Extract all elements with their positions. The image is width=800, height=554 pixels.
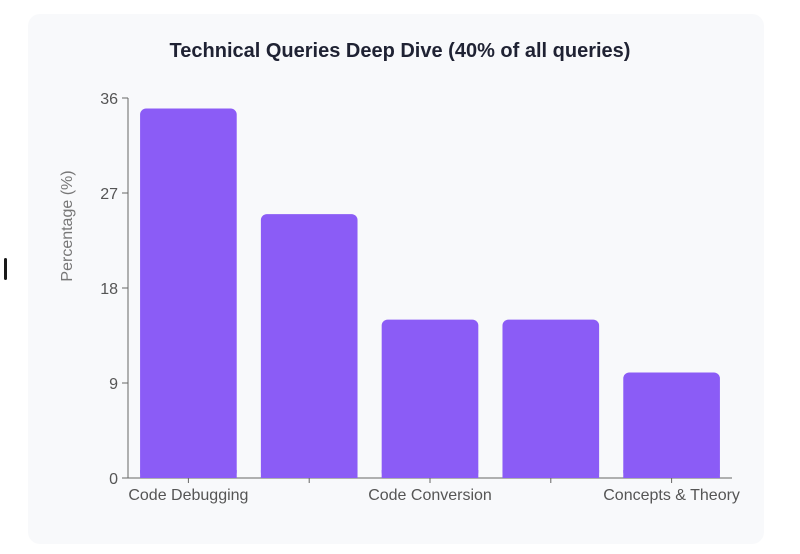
bar [140,108,237,479]
x-tick-label: Code Conversion [368,487,492,504]
bar [260,214,358,478]
y-tick-label: 36 [100,91,118,108]
y-axis-label: Percentage (%) [59,170,76,281]
bar [502,319,600,478]
bar [381,319,479,478]
bar-base [502,470,600,478]
bar-base [623,470,720,478]
bar-base [381,470,479,478]
y-tick-label: 0 [109,471,118,488]
y-tick-label: 27 [100,186,118,203]
bar-base [140,470,237,478]
x-tick-label: Code Debugging [128,487,248,504]
x-tick-label: Concepts & Theory [603,487,740,504]
bar-base [260,470,358,478]
bar [623,372,720,478]
chart-title: Technical Queries Deep Dive (40% of all … [169,40,631,62]
y-tick-label: 9 [109,376,118,393]
y-tick-label: 18 [100,281,118,298]
window-edge-marker [4,258,7,280]
